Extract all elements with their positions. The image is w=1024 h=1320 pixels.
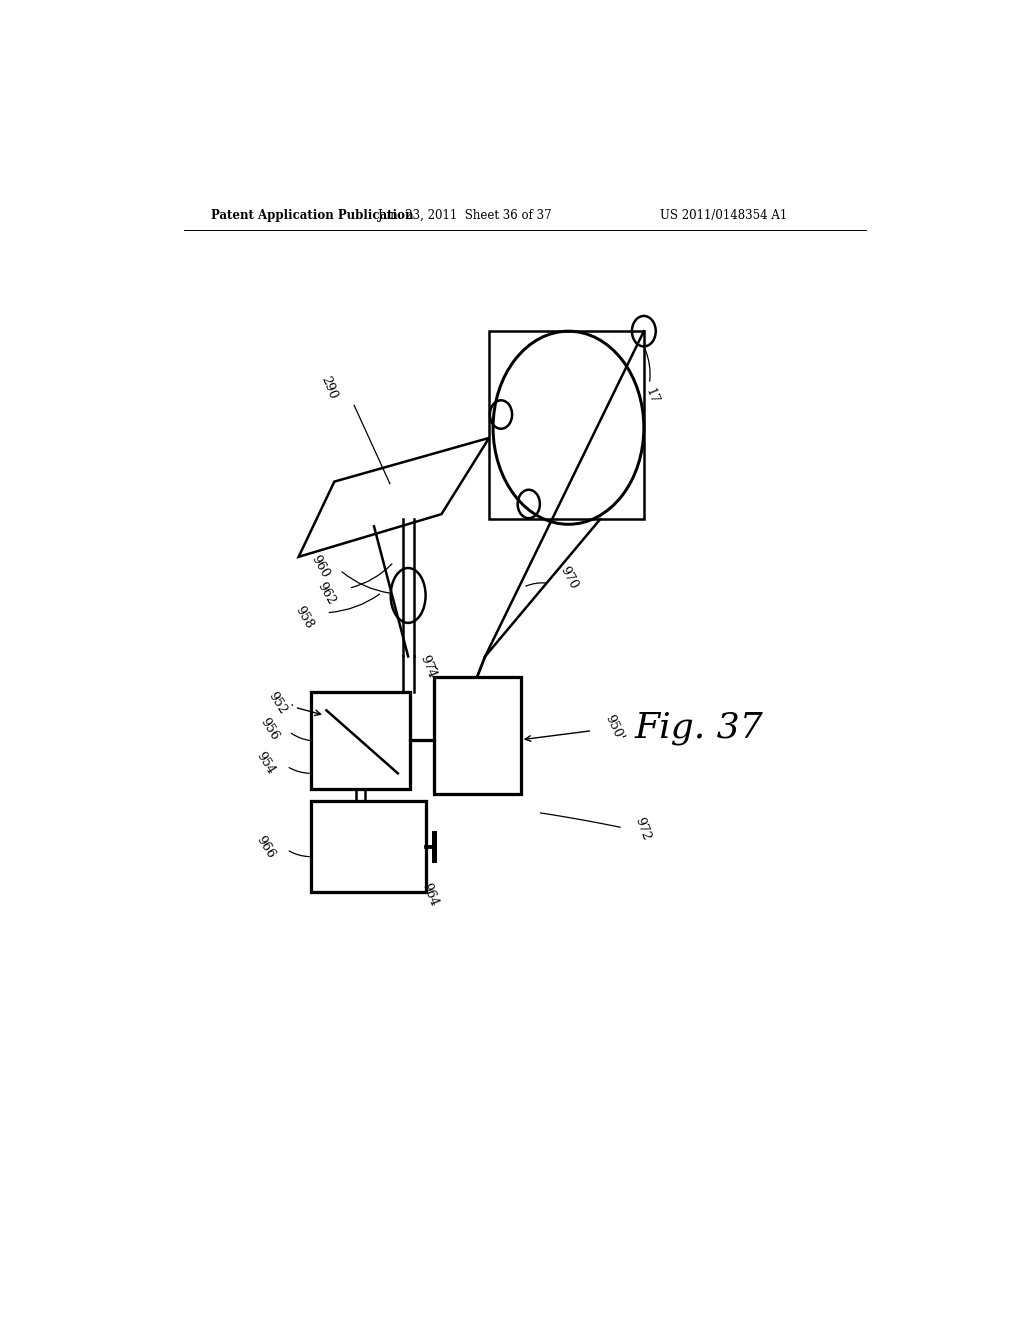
- Text: 950': 950': [602, 713, 626, 743]
- Text: Fig. 37: Fig. 37: [635, 710, 764, 744]
- Text: 952: 952: [265, 690, 289, 717]
- Text: 970: 970: [558, 565, 581, 591]
- Bar: [310, 692, 410, 788]
- Bar: [433, 677, 521, 793]
- Text: Jun. 23, 2011  Sheet 36 of 37: Jun. 23, 2011 Sheet 36 of 37: [379, 209, 552, 222]
- Bar: [310, 801, 426, 892]
- Text: 974: 974: [418, 653, 438, 680]
- Text: 966: 966: [254, 834, 278, 861]
- Bar: [489, 331, 644, 519]
- Text: 954: 954: [254, 750, 278, 776]
- Text: 972: 972: [632, 816, 652, 842]
- Text: 960: 960: [308, 553, 332, 581]
- Text: 290: 290: [318, 375, 339, 401]
- Text: Patent Application Publication: Patent Application Publication: [211, 209, 414, 222]
- Text: 956: 956: [257, 717, 281, 743]
- Text: 962: 962: [314, 579, 338, 607]
- Text: 964: 964: [419, 880, 440, 908]
- Text: US 2011/0148354 A1: US 2011/0148354 A1: [659, 209, 786, 222]
- Text: 17: 17: [643, 387, 660, 407]
- Text: 958: 958: [293, 605, 315, 631]
